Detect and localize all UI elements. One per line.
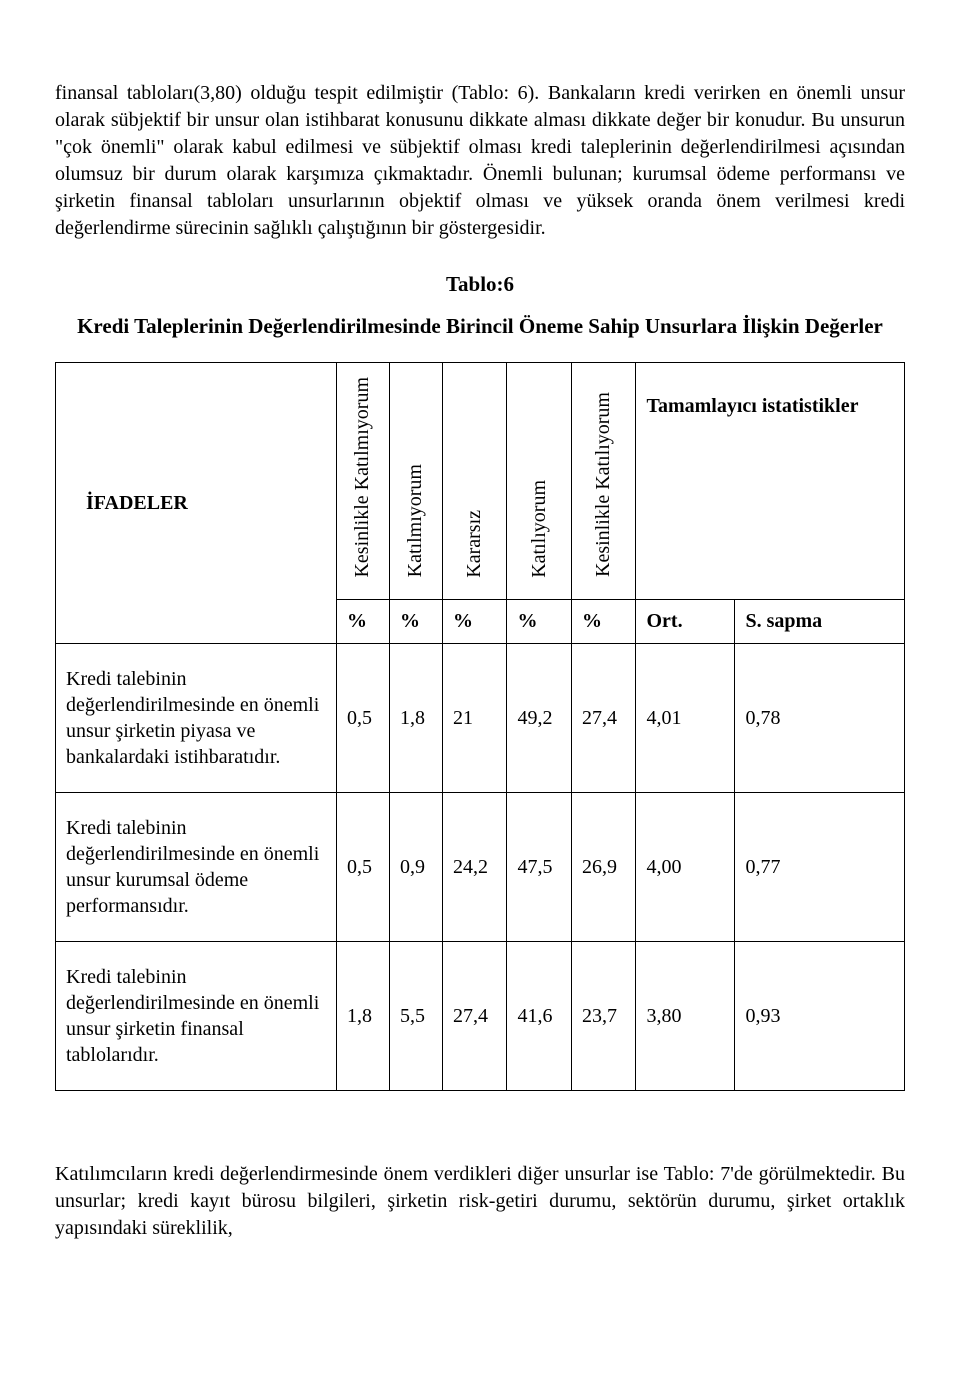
pct-2: % <box>389 600 442 644</box>
closing-paragraph: Katılımcıların kredi değerlendirmesinde … <box>55 1161 905 1242</box>
col-header-stats: Tamamlayıcı istatistikler <box>636 362 905 600</box>
col-header-3: Kararsız <box>442 362 507 600</box>
cell: 27,4 <box>442 942 507 1091</box>
cell: 27,4 <box>571 644 636 793</box>
cell: 23,7 <box>571 942 636 1091</box>
cell: 41,6 <box>507 942 572 1091</box>
col-header-4: Katılıyorum <box>507 362 572 600</box>
table-title: Kredi Taleplerinin Değerlendirilmesinde … <box>55 312 905 341</box>
cell: 1,8 <box>389 644 442 793</box>
pct-3: % <box>442 600 507 644</box>
col-header-2: Katılmıyorum <box>389 362 442 600</box>
cell: 4,01 <box>636 644 735 793</box>
pct-4: % <box>507 600 572 644</box>
ort-head: Ort. <box>636 600 735 644</box>
cell: 0,93 <box>735 942 905 1091</box>
cell: 47,5 <box>507 793 572 942</box>
cell: 3,80 <box>636 942 735 1091</box>
row-label: Kredi talebinin değerlendirilmesinde en … <box>56 942 337 1091</box>
cell: 24,2 <box>442 793 507 942</box>
cell: 26,9 <box>571 793 636 942</box>
pct-1: % <box>337 600 390 644</box>
pct-5: % <box>571 600 636 644</box>
table-row: Kredi talebinin değerlendirilmesinde en … <box>56 942 905 1091</box>
cell: 0,5 <box>337 644 390 793</box>
table-number: Tablo:6 <box>55 270 905 298</box>
col-header-1: Kesinlikle Katılmıyorum <box>337 362 390 600</box>
data-table: İFADELER Kesinlikle Katılmıyorum Katılmı… <box>55 362 905 1092</box>
cell: 0,9 <box>389 793 442 942</box>
col-header-5-text: Kesinlikle Katılıyorum <box>590 386 617 583</box>
col-header-2-text: Katılmıyorum <box>402 458 429 583</box>
cell: 5,5 <box>389 942 442 1091</box>
col-header-5: Kesinlikle Katılıyorum <box>571 362 636 600</box>
intro-paragraph: finansal tabloları(3,80) olduğu tespit e… <box>55 80 905 242</box>
col-header-ifade: İFADELER <box>56 362 337 644</box>
cell: 0,77 <box>735 793 905 942</box>
cell: 4,00 <box>636 793 735 942</box>
row-label: Kredi talebinin değerlendirilmesinde en … <box>56 644 337 793</box>
col-header-4-text: Katılıyorum <box>526 474 553 584</box>
cell: 0,5 <box>337 793 390 942</box>
cell: 1,8 <box>337 942 390 1091</box>
col-header-3-text: Kararsız <box>461 504 488 584</box>
cell: 49,2 <box>507 644 572 793</box>
row-label: Kredi talebinin değerlendirilmesinde en … <box>56 793 337 942</box>
table-row: Kredi talebinin değerlendirilmesinde en … <box>56 793 905 942</box>
cell: 0,78 <box>735 644 905 793</box>
ssapma-head: S. sapma <box>735 600 905 644</box>
cell: 21 <box>442 644 507 793</box>
col-header-1-text: Kesinlikle Katılmıyorum <box>349 371 376 584</box>
table-row: Kredi talebinin değerlendirilmesinde en … <box>56 644 905 793</box>
